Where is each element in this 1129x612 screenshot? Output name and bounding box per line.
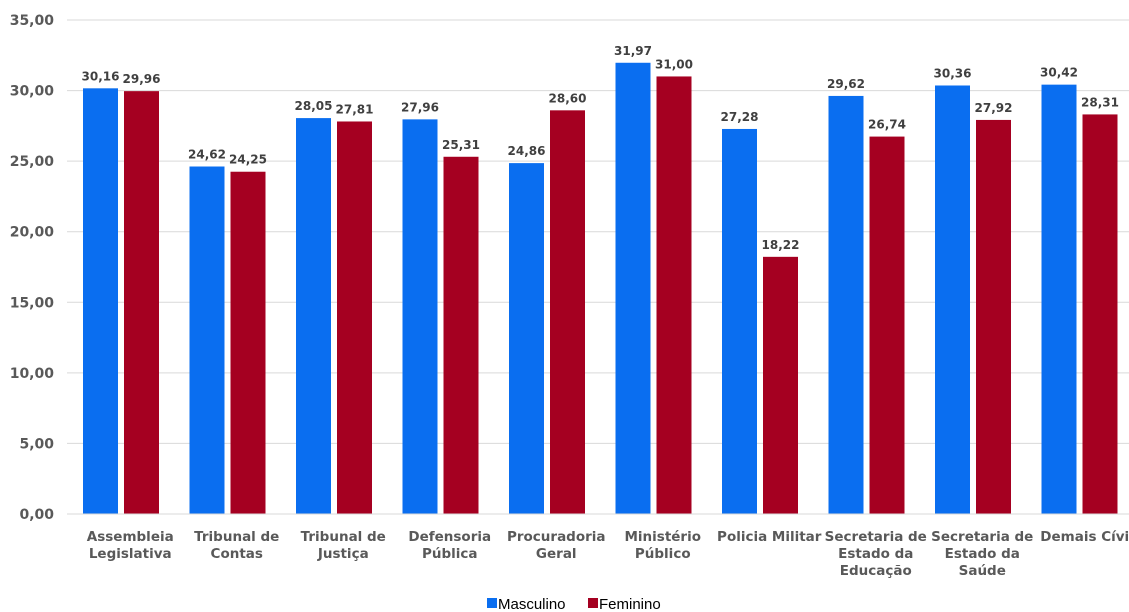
bar-feminino	[443, 156, 479, 514]
data-label: 27,92	[975, 101, 1013, 115]
y-axis: 0,00 5,00 10,00 15,00 20,00 25,00 30,00 35,00	[10, 13, 55, 523]
data-label: 24,86	[508, 144, 546, 158]
x-tick-label-line: Defensoria	[408, 529, 491, 545]
x-tick-label: Ministério Público	[624, 529, 701, 562]
y-tick-label: 35,00	[10, 13, 55, 29]
bar-masculino	[935, 85, 970, 514]
data-label: 30,42	[1040, 66, 1078, 80]
y-tick-label: 30,00	[10, 84, 55, 100]
x-tick-label-line: Estado da	[945, 546, 1020, 562]
x-tick-label-line: Secretaria de	[825, 529, 927, 545]
bar-masculino	[722, 128, 757, 514]
bar-feminino	[550, 110, 585, 515]
legend-item-feminino: Feminino	[588, 596, 661, 612]
bar-feminino	[656, 76, 692, 514]
legend-swatch	[588, 598, 598, 608]
x-tick-label: Policia Militar	[717, 529, 822, 545]
x-tick-label-line: Geral	[536, 546, 577, 562]
x-tick-label: Secretaria de Estado da Saúde	[931, 529, 1033, 579]
y-tick-label: 10,00	[10, 366, 55, 382]
legend-item-masculino: Masculino	[487, 596, 566, 612]
bar-masculino	[402, 119, 438, 515]
data-label: 28,60	[549, 91, 587, 105]
data-label: 30,36	[934, 66, 972, 80]
legend-label: Masculino	[498, 596, 566, 612]
x-tick-label: Tribunal de Contas	[194, 529, 279, 562]
data-label: 25,31	[442, 138, 480, 152]
data-label: 31,97	[614, 44, 652, 58]
x-tick-label-line: Pública	[422, 546, 478, 562]
bar-feminino	[337, 121, 372, 514]
x-tick-label-line: Procuradoria	[507, 529, 606, 545]
bar-feminino	[869, 136, 905, 515]
data-label: 28,05	[295, 99, 333, 113]
legend-swatch	[487, 598, 497, 608]
x-tick-label-line: Tribunal de	[194, 529, 279, 545]
bar-feminino	[230, 171, 266, 514]
x-tick-label-line: Assembleia	[87, 529, 174, 545]
x-tick-label-line: Tribunal de	[301, 529, 386, 545]
x-tick-label-line: Contas	[211, 546, 263, 562]
x-tick-label-line: Ministério	[624, 529, 701, 545]
x-tick-label-line: Policia Militar	[717, 529, 822, 545]
bar-feminino	[124, 91, 159, 515]
bars	[83, 62, 1118, 515]
x-tick-label-line: Saúde	[959, 563, 1006, 579]
bar-masculino	[1041, 84, 1077, 514]
x-tick-label-line: Público	[635, 546, 691, 562]
x-tick-label-line: Educação	[840, 563, 912, 579]
legend: Masculino Feminino	[487, 596, 661, 612]
bar-feminino	[1082, 114, 1118, 515]
x-tick-label-line: Estado da	[838, 546, 913, 562]
bar-masculino	[828, 95, 864, 514]
x-tick-label: Assembleia Legislativa	[87, 529, 174, 562]
x-tick-label: Defensoria Pública	[408, 529, 491, 562]
data-label: 30,16	[82, 69, 120, 83]
bar-masculino	[189, 166, 225, 514]
data-label: 29,62	[827, 77, 865, 91]
data-label: 28,31	[1081, 95, 1119, 109]
x-tick-label-line: Secretaria de	[931, 529, 1033, 545]
y-tick-label: 20,00	[10, 225, 55, 241]
bar-masculino	[509, 163, 544, 515]
data-label: 29,96	[123, 72, 161, 86]
data-label: 27,28	[721, 110, 759, 124]
data-label: 27,81	[336, 102, 374, 116]
x-tick-label: Tribunal de Justiça	[301, 529, 386, 562]
data-label: 24,25	[229, 153, 267, 167]
data-label: 31,00	[655, 57, 693, 71]
data-label: 24,62	[188, 148, 226, 162]
x-tick-label: Secretaria de Estado da Educação	[825, 529, 927, 579]
x-tick-label-line: Demais Cívis	[1040, 529, 1129, 545]
legend-label: Feminino	[599, 596, 661, 612]
data-label: 26,74	[868, 118, 906, 132]
y-tick-label: 0,00	[19, 507, 54, 523]
bar-feminino	[763, 256, 798, 514]
data-label: 18,22	[762, 238, 800, 252]
x-tick-label-line: Justiça	[317, 546, 369, 562]
bar-feminino	[976, 119, 1011, 515]
bar-masculino	[83, 88, 118, 514]
data-labels: 30,16 24,62 28,05 27,96 24,86 31,97 27,28 29,62…	[82, 44, 1119, 252]
y-tick-label: 25,00	[10, 154, 55, 170]
x-tick-label: Procuradoria Geral	[507, 529, 606, 562]
x-tick-label: Demais Cívis	[1040, 529, 1129, 545]
data-label: 27,96	[401, 100, 439, 114]
bar-masculino	[615, 62, 651, 514]
y-tick-label: 15,00	[10, 295, 55, 311]
y-tick-label: 5,00	[19, 436, 54, 452]
bar-masculino	[296, 118, 331, 514]
x-tick-label-line: Legislativa	[89, 546, 172, 562]
